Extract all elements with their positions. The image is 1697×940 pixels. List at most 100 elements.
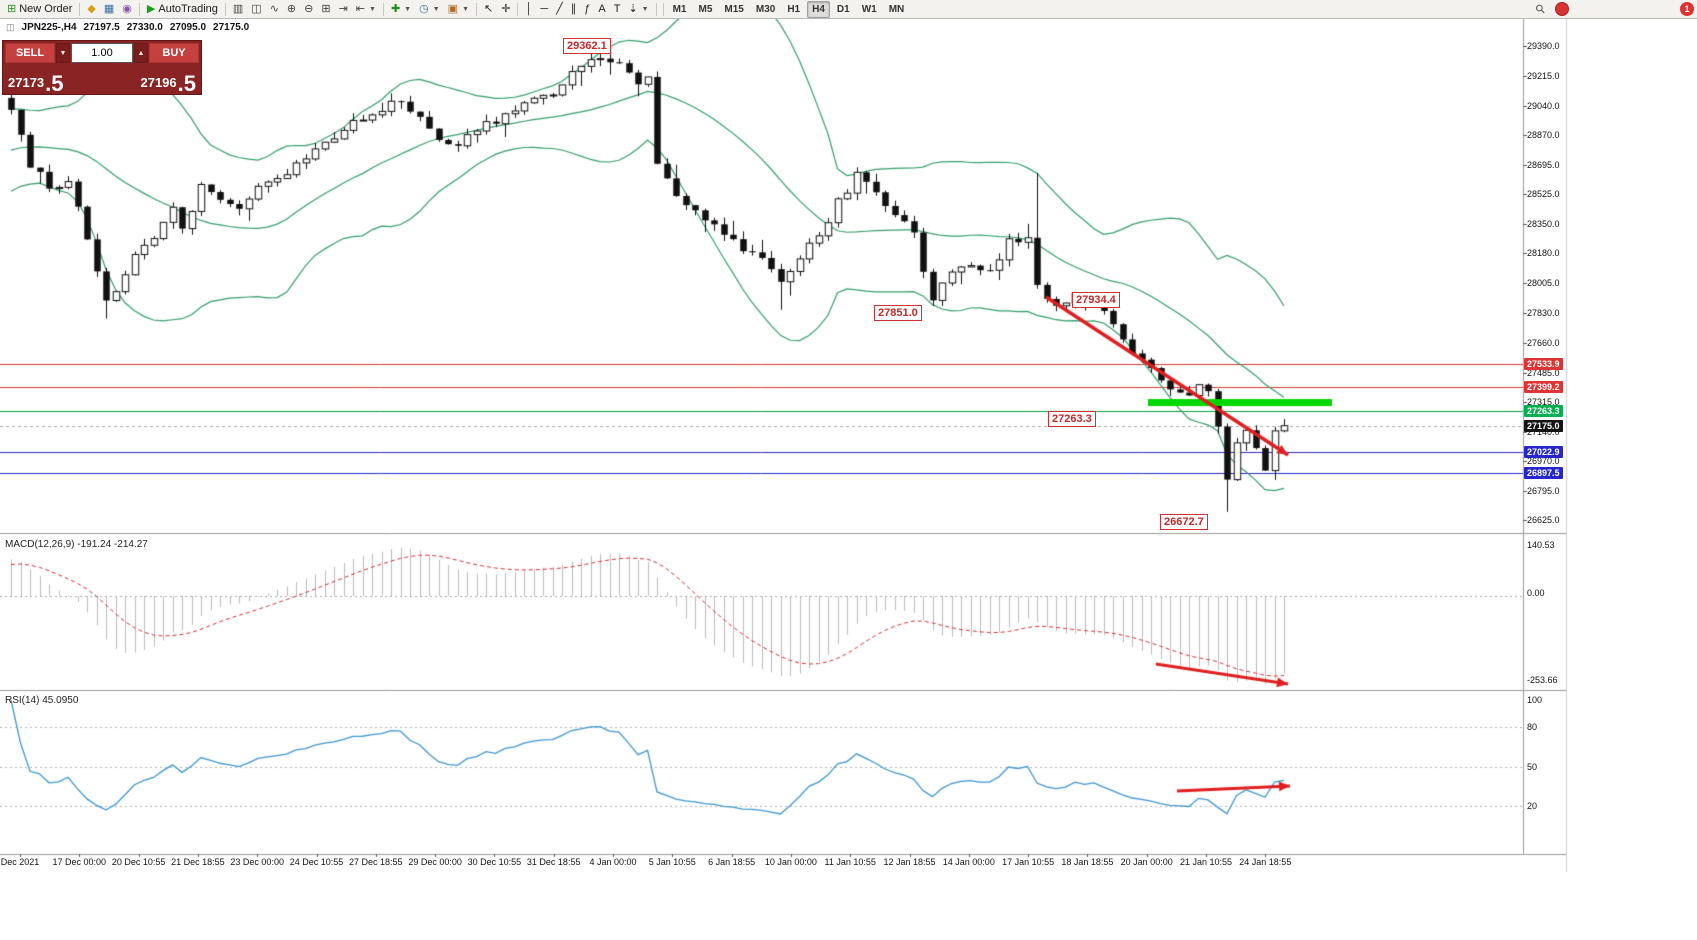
fibonacci-button[interactable]: ƒ: [580, 0, 594, 18]
toolbar-group: ⊞ New Order: [3, 0, 76, 18]
arrows-button-dropdown-caret[interactable]: ▼: [641, 5, 649, 13]
bar-chart-button[interactable]: ▥: [229, 0, 247, 18]
text-icon: A: [598, 2, 606, 15]
chart-shift-button[interactable]: ⇤ ▼: [352, 0, 380, 18]
time-axis-label: 20 Jan 00:00: [1120, 857, 1173, 867]
price-badge: 27533.9: [1524, 358, 1563, 371]
sell-button[interactable]: SELL: [5, 43, 55, 63]
volume-input[interactable]: [71, 43, 133, 63]
panel-splitter-macd[interactable]: [0, 532, 1566, 536]
time-axis-label: 27 Dec 18:55: [349, 857, 403, 867]
autotrading-button[interactable]: ▶ AutoTrading: [143, 0, 222, 18]
time-axis-label: 17 Dec 00:00: [52, 857, 107, 867]
time-axis-label: 24 Jan 18:55: [1239, 857, 1292, 867]
periods-button-dropdown-caret[interactable]: ▼: [432, 5, 440, 13]
arrows-icon: ⇣: [628, 2, 638, 15]
navigator-button[interactable]: ◉: [118, 0, 136, 18]
zoom-in-button[interactable]: ⊕: [283, 0, 300, 18]
time-axis-label: 11 Jan 10:55: [824, 857, 876, 867]
timeframe-m30-button[interactable]: M30: [755, 3, 776, 15]
zoom-out-button[interactable]: ⊖: [300, 0, 317, 18]
buy-price[interactable]: 27196 .5: [140, 72, 196, 95]
alert-icon[interactable]: [1555, 2, 1569, 16]
panel-splitter-rsi[interactable]: [0, 689, 1566, 693]
horizontal-line-button[interactable]: ─: [536, 0, 552, 18]
price-annotation-label[interactable]: 27934.4: [1072, 292, 1120, 308]
candlestick-chart-icon: ◫: [251, 2, 262, 15]
chart-symbol-period: JPN225-,H4: [21, 22, 77, 33]
price-annotation-label[interactable]: 27851.0: [874, 305, 922, 321]
auto-scroll-icon: ⇥: [338, 2, 348, 15]
vertical-line-button[interactable]: │: [521, 0, 536, 18]
time-axis-label: 17 Jan 10:55: [1002, 857, 1055, 867]
templates-button-dropdown-caret[interactable]: ▼: [462, 5, 469, 13]
one-click-trading-panel: SELL ▼ ▲ BUY 27173 .5 27196 .5: [2, 40, 202, 95]
crosshair-button[interactable]: ✛: [497, 0, 514, 18]
timeframe-w1-button[interactable]: W1: [861, 3, 877, 15]
horizontal-line-icon: ─: [540, 2, 549, 15]
time-axis-label: 20 Dec 10:55: [111, 857, 166, 867]
price-axis-label: 28695.0: [1527, 160, 1560, 171]
toolbar-group: ✚ ▼ ◷ ▼ ▣ ▼: [387, 0, 473, 18]
toolbar-group: ▶ AutoTrading: [143, 0, 222, 18]
candlestick-chart-button[interactable]: ◫: [247, 0, 265, 18]
rsi-scale-label: 20: [1527, 801, 1538, 812]
sell-price[interactable]: 27173 .5: [8, 72, 64, 95]
buy-price-base: 27196: [140, 75, 177, 90]
chart-shift-icon: ⇤: [355, 2, 366, 15]
market-watch-button[interactable]: ▦: [100, 0, 118, 18]
vertical-line-icon: │: [525, 2, 533, 15]
auto-scroll-button[interactable]: ⇥: [335, 0, 352, 18]
timeframe-mn-button[interactable]: MN: [888, 3, 905, 15]
timeframe-h1-button[interactable]: H1: [787, 3, 801, 15]
price-annotation-label[interactable]: 26672.7: [1160, 514, 1208, 530]
buy-button[interactable]: BUY: [149, 43, 199, 63]
arrows-button[interactable]: ⇣ ▼: [624, 0, 652, 18]
toolbar-separator: [662, 2, 664, 16]
price-axis-label: 28350.0: [1527, 219, 1560, 230]
time-scale[interactable]: [0, 854, 1523, 872]
time-axis-label: 18 Jan 18:55: [1061, 857, 1114, 867]
timeframe-d1-button[interactable]: D1: [836, 3, 850, 15]
volume-decrease-button[interactable]: ▼: [56, 43, 70, 63]
chart-shift-button-dropdown-caret[interactable]: ▼: [369, 5, 376, 13]
time-axis-label: 10 Jan 00:00: [764, 857, 817, 867]
ohlc-close: 27175.0: [213, 22, 250, 33]
tile-windows-button[interactable]: ⊞: [317, 0, 334, 18]
trendline-button[interactable]: ╱: [552, 0, 567, 18]
toolbar-right-icons: ⚲: [1532, 0, 1569, 18]
search-icon[interactable]: ⚲: [1532, 0, 1549, 18]
indicators-button[interactable]: ✚ ▼: [387, 0, 415, 18]
price-axis-label: 26970.0: [1527, 455, 1560, 466]
macd-scale-label: -253.66: [1527, 675, 1558, 685]
channel-button[interactable]: ∥: [567, 0, 581, 18]
timeframe-m5-button[interactable]: M5: [698, 3, 713, 15]
notification-badge[interactable]: 1: [1680, 2, 1694, 16]
time-axis-label: 21 Jan 10:55: [1179, 857, 1233, 867]
toolbar-separator: [517, 2, 519, 16]
new-order-icon: ⊞: [7, 2, 17, 15]
line-chart-icon: ∿: [269, 2, 279, 15]
indicators-button-dropdown-caret[interactable]: ▼: [404, 5, 412, 13]
line-chart-button[interactable]: ∿: [266, 0, 283, 18]
timeframe-h4-button[interactable]: H4: [807, 0, 830, 18]
autotrading-button-label: AutoTrading: [158, 3, 218, 15]
price-annotation-label[interactable]: 29362.1: [563, 38, 611, 54]
periods-button[interactable]: ◷ ▼: [415, 0, 444, 18]
zoom-out-icon: ⊖: [304, 2, 314, 15]
metaeditor-button[interactable]: ◆: [83, 0, 99, 18]
new-order-button[interactable]: ⊞ New Order: [3, 0, 76, 18]
text-label-button[interactable]: T: [610, 0, 625, 18]
cursor-button[interactable]: ↖: [480, 0, 497, 18]
volume-increase-button[interactable]: ▲: [134, 43, 148, 63]
timeframe-m15-button[interactable]: M15: [724, 3, 744, 15]
price-annotation-label[interactable]: 27263.3: [1048, 411, 1096, 427]
timeframe-m1-button[interactable]: M1: [672, 3, 687, 15]
rsi-scale-label: 50: [1527, 761, 1538, 772]
toolbar-group: ◆ ▦ ◉: [83, 0, 135, 18]
text-button[interactable]: A: [594, 0, 609, 18]
macd-scale-label: 140.53: [1527, 540, 1555, 550]
templates-button[interactable]: ▣ ▼: [444, 0, 473, 18]
